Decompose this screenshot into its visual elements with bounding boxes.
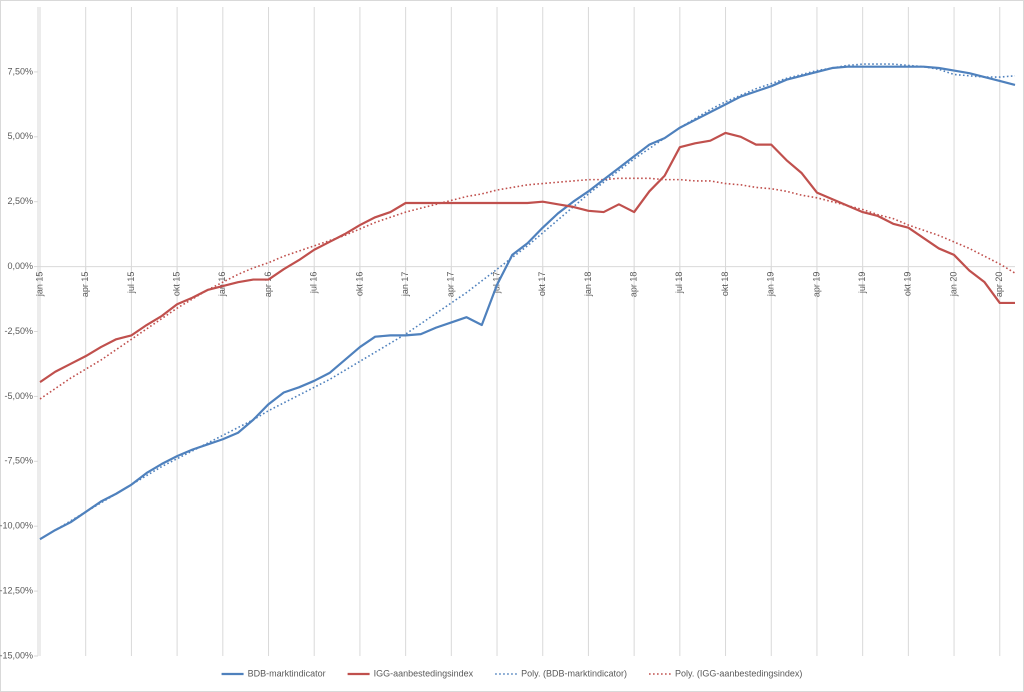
legend-label: IGG-aanbestedingsindex	[374, 668, 474, 678]
x-tick-label: apr 15	[80, 272, 90, 298]
y-tick-label: 0,00%	[7, 261, 33, 271]
y-tick-label: -12,50%	[0, 585, 33, 595]
y-tick-label: -2,50%	[4, 326, 33, 336]
x-tick-label: jan 20	[948, 272, 958, 298]
x-tick-label: okt 15	[171, 272, 181, 297]
x-tick-label: jul 18	[674, 272, 684, 295]
x-tick-label: okt 16	[354, 272, 364, 297]
x-tick-label: jan 16	[217, 272, 227, 298]
x-tick-label: jul 17	[491, 272, 501, 295]
x-tick-label: okt 18	[720, 272, 730, 297]
x-tick-label: apr 19	[811, 272, 821, 298]
x-tick-label: jul 15	[126, 272, 136, 295]
y-tick-label: -5,00%	[4, 391, 33, 401]
legend-label: BDB-marktindicator	[248, 668, 326, 678]
x-tick-label: apr 17	[446, 272, 456, 298]
trend-line	[39, 63, 1016, 540]
x-tick-label: jan 17	[400, 272, 410, 298]
series-line	[39, 131, 1015, 384]
legend-label: Poly. (IGG-aanbestedingsindex)	[675, 668, 802, 678]
y-tick-label: 2,50%	[7, 196, 33, 206]
series-line	[39, 65, 1016, 541]
y-tick-label: -10,00%	[0, 521, 33, 531]
x-tick-label: jan 18	[583, 272, 593, 298]
y-tick-label: 5,00%	[7, 131, 33, 141]
legend-label: Poly. (BDB-marktindicator)	[521, 668, 627, 678]
y-tick-label: -15,00%	[0, 650, 33, 660]
x-tick-label: apr 20	[994, 272, 1004, 298]
x-tick-label: apr 16	[263, 272, 273, 298]
x-tick-label: okt 17	[537, 272, 547, 297]
x-tick-label: jan 15	[34, 272, 44, 298]
y-tick-label: 7,50%	[7, 66, 33, 76]
legend: BDB-marktindicator IGG-aanbestedingsindex…	[221, 668, 802, 678]
y-tick-label: -7,50%	[4, 456, 33, 466]
x-tick-label: okt 19	[903, 272, 913, 297]
x-tick-label: jan 19	[766, 272, 776, 298]
x-tick-label: jul 16	[309, 272, 319, 295]
x-tick-label: jul 19	[857, 272, 867, 295]
x-tick-label: apr 18	[629, 272, 639, 298]
